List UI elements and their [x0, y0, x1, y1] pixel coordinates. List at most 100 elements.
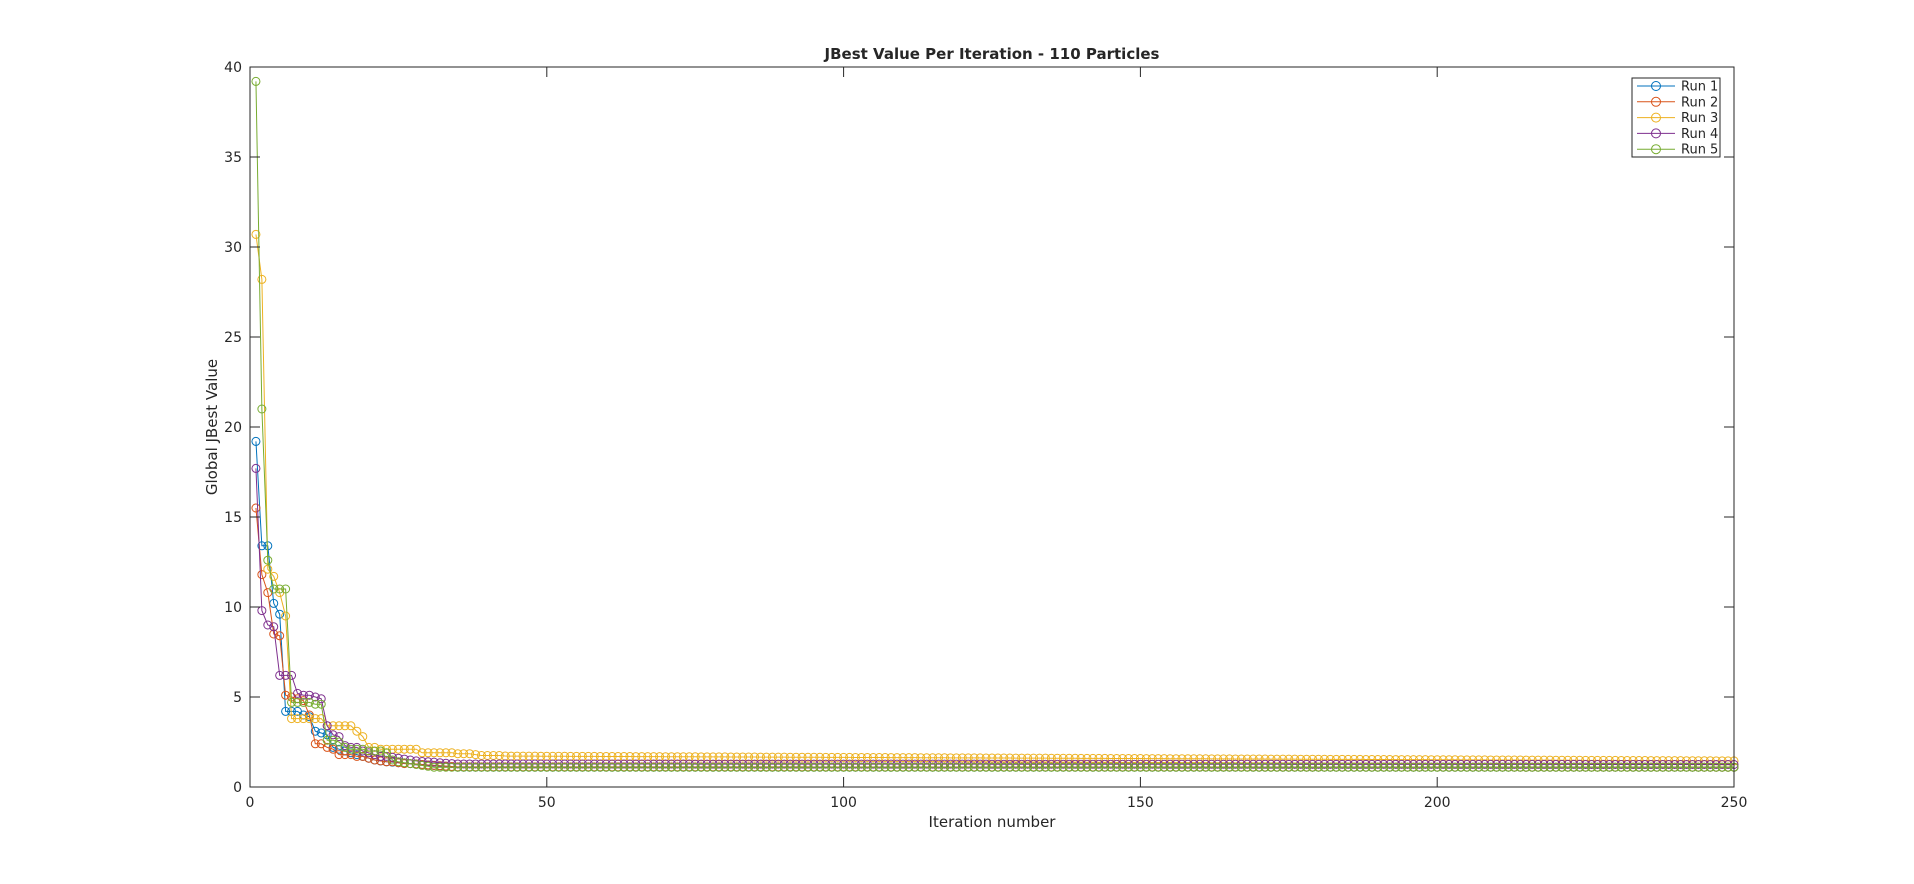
data-point — [346, 750, 356, 760]
data-point — [1278, 762, 1288, 772]
data-point — [987, 753, 997, 763]
data-point — [1598, 762, 1608, 772]
data-point — [833, 752, 843, 762]
data-point — [1492, 762, 1502, 772]
data-point — [839, 759, 849, 769]
data-point — [1397, 759, 1407, 769]
data-point — [1135, 754, 1145, 764]
data-point — [322, 735, 332, 745]
data-point — [1492, 759, 1502, 769]
data-point — [981, 759, 991, 769]
data-point — [1254, 759, 1264, 769]
data-point — [1693, 759, 1703, 769]
data-point — [1017, 759, 1027, 769]
data-point — [1058, 762, 1068, 772]
data-point — [862, 762, 872, 772]
data-point — [684, 752, 694, 762]
data-point — [376, 746, 386, 756]
y-tick-label: 5 — [233, 690, 242, 706]
data-point — [387, 755, 397, 765]
data-point — [833, 759, 843, 769]
data-point — [714, 752, 724, 762]
data-point — [631, 762, 641, 772]
data-point — [1017, 753, 1027, 763]
data-point — [756, 752, 765, 762]
data-point — [465, 762, 475, 772]
data-point — [1628, 759, 1638, 769]
data-point — [779, 752, 789, 762]
data-point — [1135, 762, 1145, 772]
data-point — [993, 753, 1003, 763]
data-point — [1408, 762, 1418, 772]
data-point — [251, 436, 261, 446]
legend-label: Run 2 — [1681, 95, 1718, 110]
data-point — [827, 752, 837, 762]
data-point — [981, 753, 991, 763]
data-point — [1682, 762, 1692, 772]
data-point — [601, 762, 611, 772]
data-point — [1088, 753, 1098, 763]
data-point — [1658, 762, 1668, 772]
data-point — [1592, 762, 1602, 772]
series-line — [255, 81, 1734, 768]
data-point — [1308, 759, 1318, 769]
data-point — [1539, 759, 1549, 769]
data-point — [839, 752, 849, 762]
data-point — [904, 753, 914, 763]
data-point — [1171, 762, 1181, 772]
data-point — [1319, 762, 1329, 772]
data-point — [405, 744, 415, 754]
data-point — [1557, 762, 1567, 772]
data-point — [1533, 759, 1543, 769]
data-point — [441, 762, 451, 772]
data-point — [566, 762, 576, 772]
data-point — [1640, 762, 1650, 772]
data-point — [1106, 753, 1116, 763]
data-point — [957, 753, 967, 763]
data-point — [1201, 759, 1211, 769]
data-point — [1498, 762, 1507, 772]
data-point — [287, 714, 297, 724]
data-point — [827, 759, 837, 769]
data-point — [275, 609, 285, 619]
data-point — [862, 752, 872, 762]
data-point — [488, 762, 498, 772]
data-point — [856, 759, 866, 769]
data-point — [447, 762, 457, 772]
y-tick-label: 0 — [233, 780, 242, 796]
data-point — [1622, 759, 1632, 769]
data-point — [726, 762, 736, 772]
data-point — [1319, 759, 1329, 769]
data-point — [352, 726, 362, 736]
data-point — [417, 748, 427, 758]
data-point — [744, 752, 754, 762]
data-point — [1391, 759, 1401, 769]
data-point — [756, 759, 765, 769]
data-point — [1313, 762, 1323, 772]
data-point — [1503, 759, 1513, 769]
data-point — [1664, 762, 1674, 772]
data-point — [322, 721, 332, 731]
data-point — [1397, 762, 1407, 772]
data-point — [613, 762, 623, 772]
data-point — [1474, 762, 1484, 772]
data-point — [1717, 760, 1727, 769]
data-point — [1438, 762, 1448, 772]
data-point — [744, 762, 754, 772]
legend-label: Run 3 — [1681, 111, 1718, 126]
data-point — [940, 759, 950, 769]
x-tick-label: 200 — [1424, 795, 1451, 811]
data-point — [382, 748, 392, 758]
data-point — [898, 762, 908, 772]
data-point — [845, 759, 855, 769]
data-point — [1064, 762, 1074, 772]
data-point — [554, 762, 564, 772]
data-point — [459, 749, 469, 759]
data-point — [1112, 753, 1122, 763]
data-point — [1308, 762, 1318, 772]
data-point — [1118, 759, 1128, 769]
data-point — [761, 752, 771, 762]
data-point — [963, 762, 973, 772]
data-point — [750, 752, 760, 762]
data-point — [904, 762, 914, 772]
